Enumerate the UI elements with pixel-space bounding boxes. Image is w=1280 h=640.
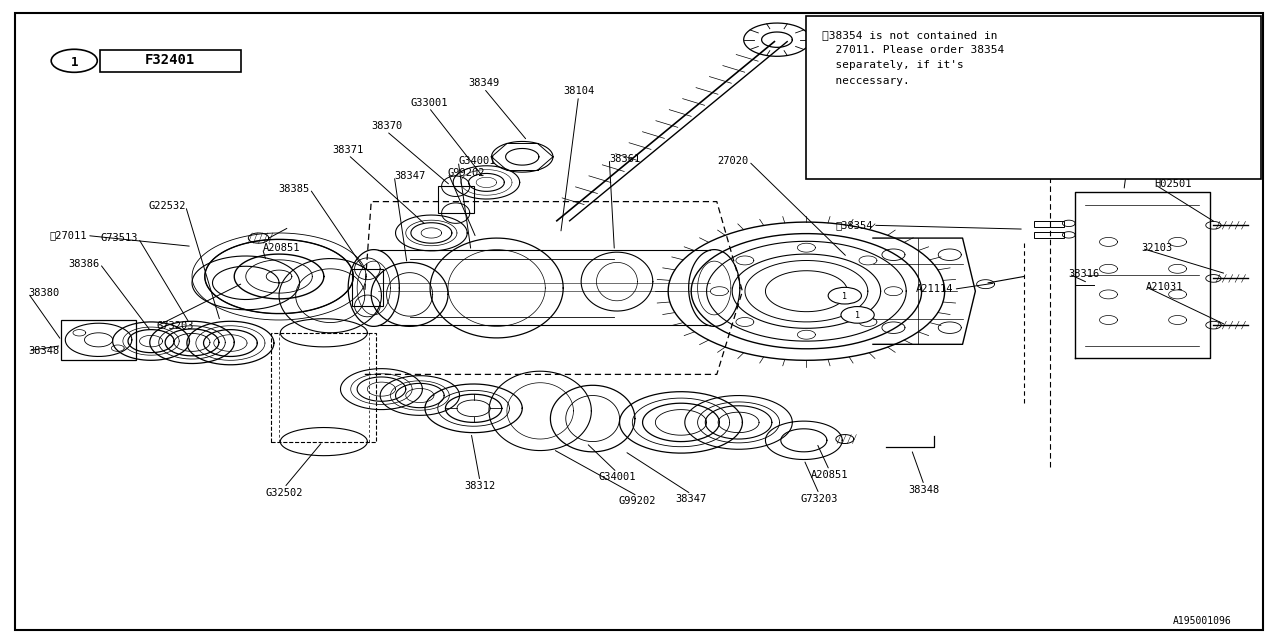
Text: A91206: A91206 bbox=[1129, 147, 1166, 157]
Text: 38312: 38312 bbox=[465, 481, 495, 492]
Text: 32103: 32103 bbox=[1142, 243, 1172, 253]
Text: 38371: 38371 bbox=[333, 145, 364, 155]
Text: G99202: G99202 bbox=[618, 496, 657, 506]
Text: 38104: 38104 bbox=[563, 86, 594, 96]
Text: 1: 1 bbox=[842, 292, 847, 301]
Text: 1: 1 bbox=[70, 56, 78, 68]
Text: G33001: G33001 bbox=[410, 97, 448, 108]
Text: F32401: F32401 bbox=[145, 53, 196, 67]
Text: 38348: 38348 bbox=[28, 346, 59, 356]
Bar bbox=[1034, 232, 1064, 238]
Text: A20851: A20851 bbox=[262, 243, 300, 253]
Bar bbox=[271, 333, 376, 442]
Text: ※27011: ※27011 bbox=[50, 230, 87, 241]
Circle shape bbox=[841, 307, 874, 323]
Bar bbox=[438, 186, 474, 213]
Text: 27020: 27020 bbox=[718, 156, 749, 166]
Text: G34001: G34001 bbox=[598, 472, 636, 483]
Text: 38385: 38385 bbox=[279, 184, 310, 194]
Text: 38386: 38386 bbox=[69, 259, 100, 269]
Text: ※38354 is not contained in
  27011. Please order 38354
  separately, if it's
  n: ※38354 is not contained in 27011. Please… bbox=[822, 30, 1004, 86]
Text: G73203: G73203 bbox=[156, 321, 193, 332]
Text: G99202: G99202 bbox=[448, 168, 485, 178]
Bar bbox=[352, 269, 383, 306]
Bar bbox=[100, 50, 241, 72]
Text: 38316: 38316 bbox=[1069, 269, 1100, 279]
Text: 38361: 38361 bbox=[609, 154, 640, 164]
Text: 38370: 38370 bbox=[371, 121, 402, 131]
Circle shape bbox=[51, 49, 97, 72]
Text: A21114: A21114 bbox=[916, 284, 954, 294]
Text: 38380: 38380 bbox=[28, 288, 59, 298]
Text: G22532: G22532 bbox=[148, 201, 186, 211]
Text: G32502: G32502 bbox=[265, 488, 303, 498]
Text: A20851: A20851 bbox=[810, 470, 849, 481]
Text: H02501: H02501 bbox=[1155, 179, 1192, 189]
Bar bbox=[806, 16, 1261, 179]
Text: 1: 1 bbox=[855, 311, 860, 320]
Text: G34001: G34001 bbox=[458, 156, 495, 166]
Circle shape bbox=[828, 287, 861, 304]
Bar bbox=[61, 320, 136, 360]
Text: A195001096: A195001096 bbox=[1172, 616, 1231, 626]
Text: G73513: G73513 bbox=[101, 233, 138, 243]
Text: G73203: G73203 bbox=[800, 494, 838, 504]
Text: 38347: 38347 bbox=[394, 171, 425, 181]
Text: A21031: A21031 bbox=[1146, 282, 1183, 292]
Bar bbox=[1034, 221, 1064, 227]
Text: ※38354: ※38354 bbox=[836, 220, 873, 230]
Text: 38349: 38349 bbox=[468, 78, 499, 88]
Text: 38348: 38348 bbox=[909, 485, 940, 495]
Text: 38347: 38347 bbox=[676, 494, 707, 504]
